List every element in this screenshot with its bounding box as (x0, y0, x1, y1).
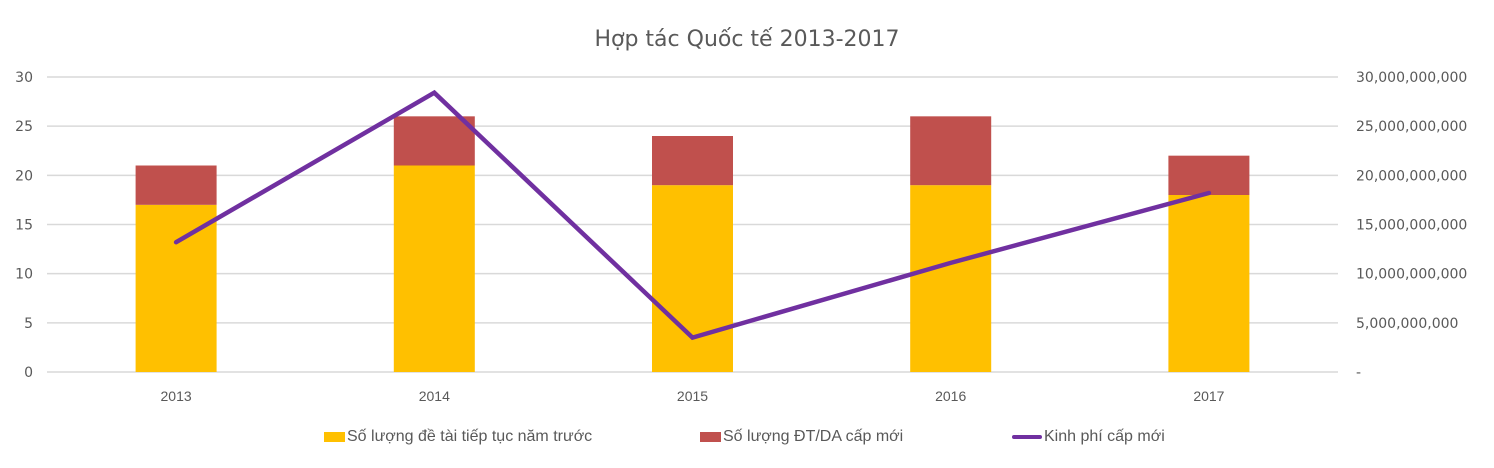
bar-segment-continued-2016 (910, 185, 992, 372)
right-tick-label: 10,000,000,000 (1356, 267, 1467, 283)
x-axis-ticks: 2013 2014 2015 2016 2017 (161, 388, 1225, 404)
bar-segment-continued-2017 (1168, 195, 1250, 372)
left-tick-label: 0 (24, 365, 33, 381)
right-tick-label: 30,000,000,000 (1356, 70, 1467, 86)
line-series (173, 89, 1212, 341)
left-tick-label: 20 (15, 168, 33, 184)
legend-label: Số lượng đề tài tiếp tục năm trước (347, 428, 593, 445)
legend-label: Kinh phí cấp mới (1044, 428, 1165, 445)
legend-item-new-projects[interactable]: Số lượng ĐT/DA cấp mới (700, 428, 903, 446)
left-tick-label: 30 (15, 70, 33, 86)
legend-item-continued-projects[interactable]: Số lượng đề tài tiếp tục năm trước (324, 428, 592, 446)
right-axis-ticks: - 5,000,000,000 10,000,000,000 15,000,000,0… (1356, 70, 1467, 381)
x-tick-label: 2014 (419, 388, 450, 404)
left-axis-ticks: 0 5 10 15 20 25 30 (15, 70, 33, 381)
left-tick-label: 10 (15, 267, 33, 283)
bar-segment-new-2014 (393, 116, 475, 166)
chart-title: Hợp tác Quốc tế 2013-2017 (594, 27, 899, 52)
legend-swatch-new-funding (1012, 435, 1042, 439)
legend: Số lượng đề tài tiếp tục năm trước Số lư… (0, 428, 1494, 450)
right-tick-label: - (1356, 365, 1361, 381)
bar-segment-new-2015 (652, 136, 733, 186)
x-tick-label: 2017 (1193, 388, 1224, 404)
right-tick-label: 20,000,000,000 (1356, 168, 1467, 184)
left-tick-label: 5 (24, 316, 33, 332)
x-tick-label: 2015 (677, 388, 708, 404)
bar-segment-continued-2013 (135, 204, 217, 372)
bar-segment-new-2013 (135, 165, 217, 205)
right-tick-label: 15,000,000,000 (1356, 218, 1467, 234)
right-tick-label: 25,000,000,000 (1356, 119, 1467, 135)
bar-segment-new-2017 (1168, 155, 1250, 195)
bar-segment-continued-2015 (652, 185, 733, 372)
legend-label: Số lượng ĐT/DA cấp mới (723, 428, 904, 445)
left-tick-label: 15 (15, 218, 33, 234)
bar-segment-continued-2014 (393, 165, 475, 372)
bar-segment-new-2016 (910, 116, 992, 186)
left-tick-label: 25 (15, 119, 33, 135)
x-tick-label: 2016 (935, 388, 966, 404)
bars (135, 116, 1250, 372)
legend-swatch-continued-projects (324, 432, 345, 442)
legend-swatch-new-projects (700, 432, 721, 442)
x-tick-label: 2013 (161, 388, 192, 404)
legend-item-new-funding[interactable]: Kinh phí cấp mới (1012, 428, 1165, 446)
right-tick-label: 5,000,000,000 (1356, 316, 1458, 332)
